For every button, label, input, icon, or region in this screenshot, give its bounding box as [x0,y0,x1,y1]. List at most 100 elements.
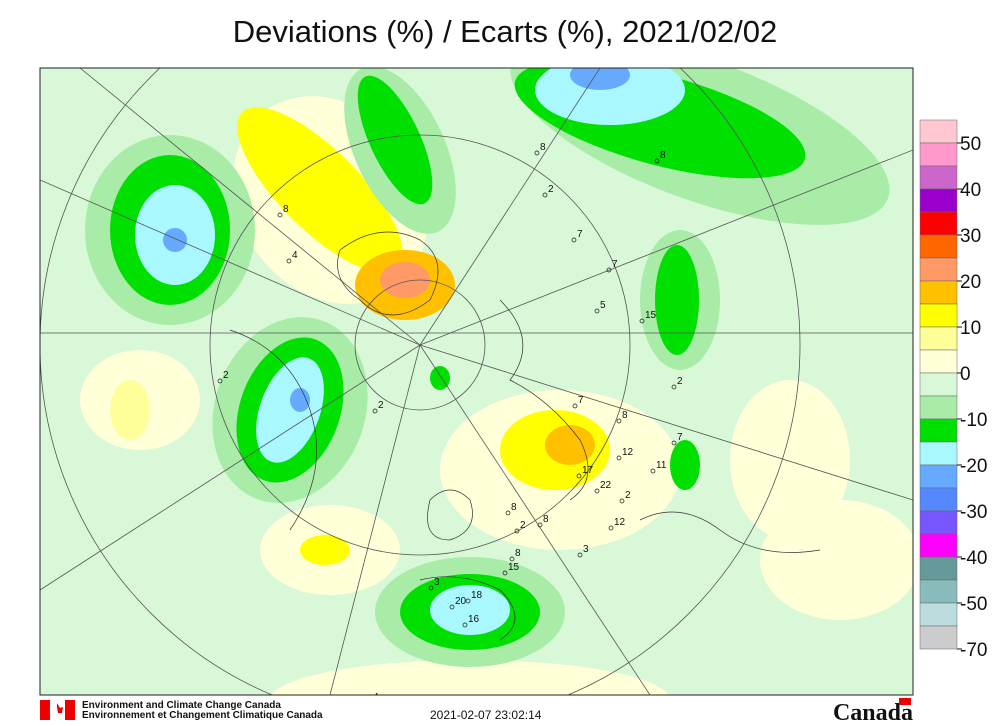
station-label: 4 [373,692,379,703]
timestamp: 2021-02-07 23:02:14 [430,708,542,722]
station-label: 7 [577,229,583,240]
colorbar-label: 20 [960,272,981,293]
station-marker [639,318,645,324]
agency-en: Environment and Climate Change Canada [82,700,281,711]
station-label: 2 [548,184,554,195]
station-label: 2 [378,400,384,411]
colorbar-label: 30 [960,226,981,247]
station-marker [537,522,543,528]
station-marker [505,510,511,516]
colorbar-swatch [919,556,958,581]
colorbar-label: 0 [960,364,971,385]
station-marker [571,237,577,243]
station-label: 11 [656,460,667,471]
colorbar-label: -50 [960,594,987,615]
colorbar-label: 40 [960,180,981,201]
station-marker [577,552,583,558]
colorbar-label: -40 [960,548,987,569]
station-label: 15 [508,562,520,573]
colorbar-swatch [919,372,958,397]
colorbar-swatch [919,579,958,604]
station-marker [368,701,372,705]
station-label: 15 [645,310,657,321]
colorbar-swatch [919,510,958,535]
footer: Environment and Climate Change Canada En… [40,698,913,726]
station-marker [217,378,223,384]
station-marker [616,418,622,424]
station-marker [509,556,515,562]
station-marker [594,308,600,314]
colorbar-swatch [919,303,958,328]
station-marker [462,622,468,628]
station-marker [650,468,656,474]
station-marker [372,408,378,414]
station-label: 5 [600,300,606,311]
colorbar-swatch [919,349,958,374]
colorbar-swatch [919,326,958,351]
colorbar-swatch [919,533,958,558]
colorbar-swatch [919,119,958,144]
station-label: 7 [677,432,683,443]
station-label: 8 [515,548,521,559]
station-label: 18 [471,590,483,601]
station-marker [654,158,660,164]
colorbar-swatch [919,257,958,282]
station-label: 2 [625,490,631,501]
station-marker [671,384,677,390]
station-label: 8 [622,410,628,421]
colorbar: 50 40 30 20 10 0 -10 -20 -30 -40 -50 -70 [919,119,987,661]
colorbar-swatch [919,165,958,190]
colorbar-label: -30 [960,502,987,523]
colorbar-label: -20 [960,456,987,477]
colorbar-label: -10 [960,410,987,431]
station-label: 2 [223,370,229,381]
agency-fr: Environnement et Changement Climatique C… [82,710,323,721]
station-label: 8 [543,514,549,525]
station-marker [514,528,520,534]
colorbar-swatch [919,142,958,167]
colorbar-label: 10 [960,318,981,339]
station-label: 7 [612,259,618,270]
colorbar-swatch [919,487,958,512]
station-label: 22 [600,480,612,491]
map-frame [39,67,914,696]
station-label: 16 [468,614,480,625]
colorbar-swatch [919,625,958,650]
station-label: 2 [677,376,683,387]
colorbar-swatch [919,211,958,236]
station-marker [572,403,578,409]
station-label: 7 [578,395,584,406]
station-label: 2 [520,520,526,531]
station-marker [465,598,471,604]
station-label: 17 [582,465,594,476]
colorbar-label: -70 [960,640,987,661]
station-marker [277,212,283,218]
station-label: 12 [622,447,634,458]
station-marker [576,473,582,479]
colorbar-swatch [919,395,958,420]
colorbar-swatch [919,418,958,443]
colorbar-swatch [919,188,958,213]
colorbar-label: 50 [960,134,981,155]
colorbar-swatch [919,602,958,627]
colorbar-swatch [919,441,958,466]
station-marker [449,604,455,610]
station-label: 8 [540,142,546,153]
colorbar-swatch [919,234,958,259]
colorbar-swatch [919,464,958,489]
station-marker [608,525,614,531]
station-marker [671,440,677,446]
station-label: 3 [583,544,589,555]
station-label: 8 [283,204,289,215]
station-label: 8 [660,150,666,161]
station-marker [619,498,625,504]
station-marker [606,267,612,273]
station-marker [534,150,540,156]
station-label: 3 [434,577,440,588]
station-marker [286,258,292,264]
colorbar-swatch [919,280,958,305]
station-marker [594,488,600,494]
